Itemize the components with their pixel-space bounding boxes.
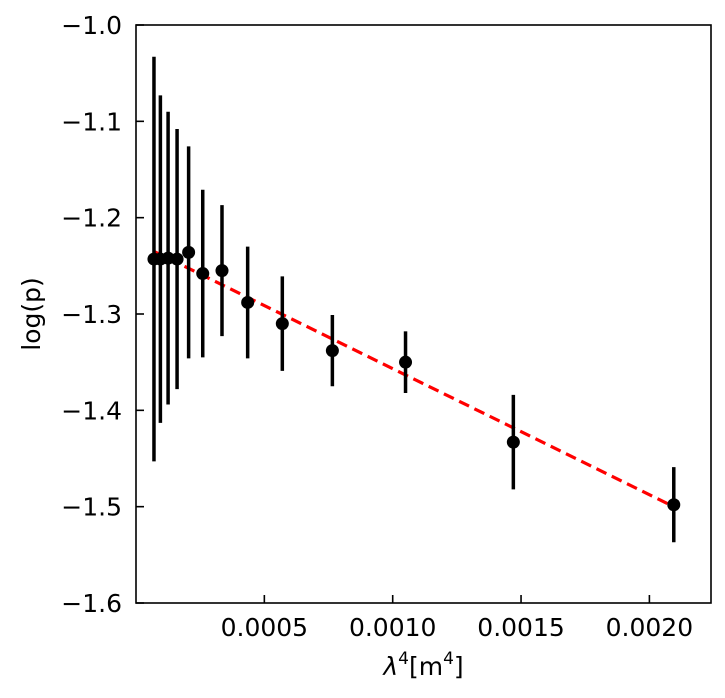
data-point-3 [170, 129, 184, 390]
marker-7 [241, 295, 255, 309]
data-point-10 [399, 331, 413, 393]
marker-6 [215, 264, 229, 278]
fit-line [153, 249, 675, 509]
y-tick-label-1: −1.1 [61, 107, 122, 136]
data-point-7 [241, 246, 255, 359]
x-axis-label-mid: [m [409, 652, 443, 681]
x-tick-label-1: 0.0010 [349, 613, 436, 642]
marker-12 [667, 498, 681, 512]
x-axis-label: λ4[m4] [381, 649, 463, 681]
data-point-8 [275, 276, 289, 371]
y-tick-label-3: −1.3 [61, 300, 122, 329]
data-point-12 [667, 467, 681, 543]
data-point-11 [506, 394, 520, 490]
x-tick-label-2: 0.0015 [477, 613, 564, 642]
y-tick-label-4: −1.4 [61, 396, 122, 425]
y-tick-label-5: −1.5 [61, 493, 122, 522]
x-axis-label-sup1: 4 [398, 649, 409, 669]
y-tick-label-2: −1.2 [61, 204, 122, 233]
x-tick-label-0: 0.0005 [221, 613, 308, 642]
y-tick-label-6: −1.6 [61, 589, 122, 618]
x-axis-ticks: 0.0005 0.0010 0.0015 0.0020 [221, 595, 693, 642]
data-point-6 [215, 205, 229, 337]
data-points-layer [147, 56, 681, 543]
marker-8 [275, 317, 289, 331]
fit-line-layer [153, 249, 675, 509]
y-axis-ticks: −1.0 −1.1 −1.2 −1.3 −1.4 −1.5 −1.6 [61, 11, 144, 618]
marker-3 [170, 252, 184, 266]
x-tick-label-3: 0.0020 [606, 613, 693, 642]
x-axis-label-sup2: 4 [443, 649, 454, 669]
marker-4 [182, 245, 196, 259]
x-axis-label-end: ] [454, 652, 464, 681]
marker-9 [325, 344, 339, 358]
marker-5 [196, 267, 210, 281]
marker-10 [399, 355, 413, 369]
data-point-5 [196, 189, 210, 358]
y-tick-label-0: −1.0 [61, 11, 122, 40]
x-axis-label-base: λ [381, 652, 398, 681]
data-point-4 [182, 146, 196, 359]
data-point-9 [325, 314, 339, 387]
y-axis-label: log(p) [17, 277, 46, 351]
marker-11 [506, 435, 520, 449]
